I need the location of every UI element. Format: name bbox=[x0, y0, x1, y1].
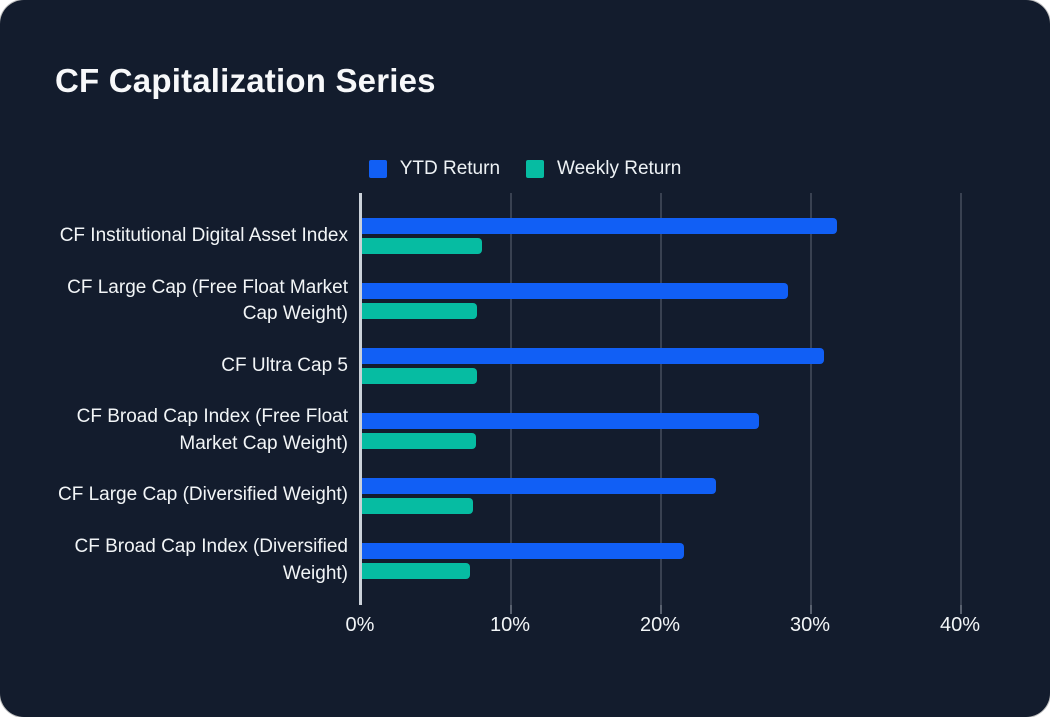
gridline bbox=[960, 193, 963, 605]
x-axis-label: 0% bbox=[345, 614, 375, 636]
chart-row bbox=[360, 334, 1010, 399]
ytd-return-swatch-icon bbox=[368, 160, 387, 178]
chart-row bbox=[360, 463, 1010, 528]
category-axis: CF Institutional Digital Asset Index CF L… bbox=[55, 193, 348, 605]
ytd-return-bar bbox=[360, 348, 824, 365]
chart-row bbox=[360, 269, 1010, 334]
x-axis-label: 10% bbox=[489, 614, 531, 636]
legend-label: YTD Return bbox=[399, 158, 501, 179]
chart-row bbox=[360, 204, 1010, 269]
weekly-return-bar bbox=[360, 497, 473, 514]
ytd-return-bar bbox=[360, 218, 838, 235]
weekly-return-bar bbox=[360, 368, 477, 385]
bar-rows bbox=[360, 193, 1010, 605]
weekly-return-bar bbox=[360, 432, 476, 449]
legend-item-weekly-return[interactable]: Weekly Return bbox=[526, 158, 681, 180]
y-axis-line bbox=[359, 193, 362, 605]
chart-title: CF Capitalization Series bbox=[55, 62, 436, 99]
gridline bbox=[810, 193, 813, 605]
weekly-return-bar bbox=[360, 303, 477, 320]
category-label: CF Broad Cap Index (Diversified Weight) bbox=[74, 535, 349, 584]
weekly-return-bar bbox=[360, 562, 470, 579]
legend-item-ytd-return[interactable]: YTD Return bbox=[368, 158, 501, 180]
legend: YTD Return Weekly Return bbox=[0, 158, 1050, 180]
ytd-return-bar bbox=[360, 477, 716, 494]
chart-row bbox=[360, 528, 1010, 593]
legend-label: Weekly Return bbox=[557, 158, 682, 179]
chart-row bbox=[360, 398, 1010, 463]
axis-tick bbox=[660, 605, 663, 614]
weekly-return-bar bbox=[360, 238, 482, 255]
category-label: CF Large Cap (Diversified Weight) bbox=[57, 484, 348, 506]
x-axis-label: 30% bbox=[790, 614, 831, 636]
x-axis-label: 40% bbox=[940, 614, 981, 636]
category-label: CF Institutional Digital Asset Index bbox=[59, 225, 348, 247]
ytd-return-bar bbox=[360, 283, 788, 300]
x-axis-label: 20% bbox=[640, 614, 681, 636]
axis-tick bbox=[510, 605, 512, 614]
plot-area bbox=[359, 193, 1010, 614]
ytd-return-bar bbox=[360, 542, 685, 559]
x-axis-labels: 0% 10% 20% 30% 40% bbox=[346, 614, 1010, 644]
category-label: CF Broad Cap Index (Free Float Market Ca… bbox=[76, 406, 348, 454]
axis-tick bbox=[960, 605, 963, 614]
axis-tick bbox=[810, 605, 813, 614]
weekly-return-swatch-icon bbox=[526, 160, 545, 178]
gridline bbox=[510, 193, 512, 605]
category-label: CF Ultra Cap 5 bbox=[221, 354, 348, 376]
gridline bbox=[660, 193, 663, 605]
category-label: CF Large Cap (Free Float Market Cap Weig… bbox=[67, 276, 348, 325]
ytd-return-bar bbox=[360, 412, 760, 429]
